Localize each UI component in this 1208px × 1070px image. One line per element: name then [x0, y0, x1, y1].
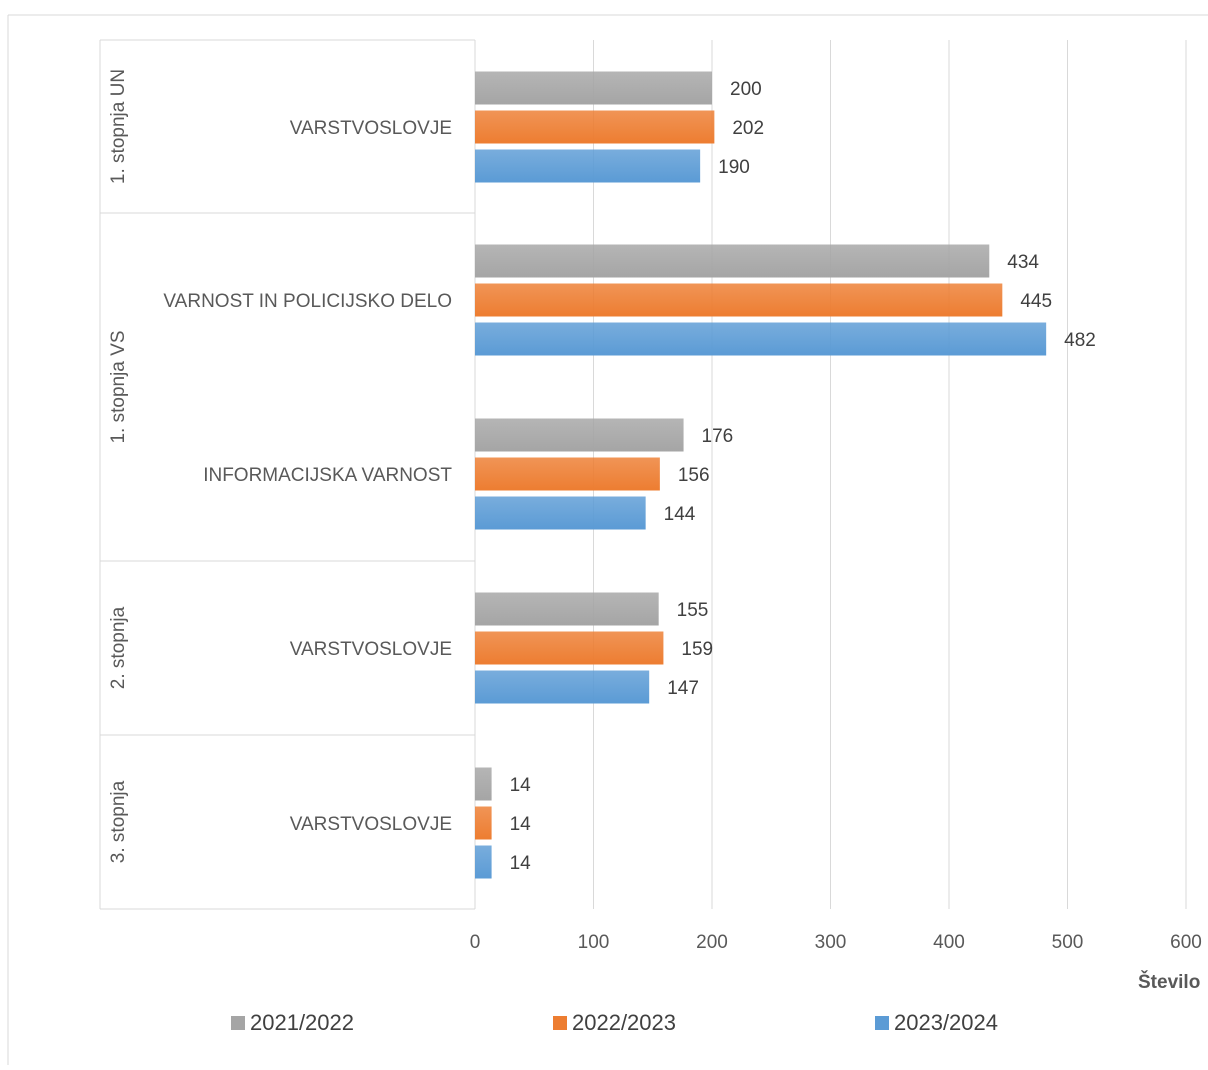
bar [475, 322, 1047, 356]
legend-item: 2022/2023 [553, 1010, 676, 1035]
category-label: VARNOST IN POLICIJSKO DELO [163, 291, 452, 312]
group-label: 2. stopnja [108, 606, 129, 689]
bar [475, 71, 712, 105]
legend-swatch [875, 1016, 889, 1030]
data-label: 14 [510, 853, 532, 874]
x-tick-label: 400 [933, 932, 965, 953]
data-label: 156 [678, 465, 710, 486]
x-tick-label: 600 [1170, 932, 1202, 953]
x-tick-label: 100 [578, 932, 610, 953]
data-label: 434 [1007, 252, 1039, 273]
bar [475, 110, 715, 144]
category-label: VARSTVOSLOVJE [290, 118, 452, 139]
category-label: VARSTVOSLOVJE [290, 639, 452, 660]
group-label: 1. stopnja VS [108, 330, 129, 443]
data-label: 155 [677, 600, 709, 621]
bar [475, 244, 990, 278]
data-label: 190 [718, 157, 750, 178]
x-tick-label: 300 [815, 932, 847, 953]
category-label: VARSTVOSLOVJE [290, 814, 452, 835]
legend-label: 2021/2022 [250, 1010, 354, 1035]
bar [475, 806, 492, 840]
data-label: 445 [1020, 291, 1052, 312]
data-label: 14 [510, 814, 532, 835]
data-label: 200 [730, 79, 762, 100]
bar [475, 670, 650, 704]
group-label: 3. stopnja [108, 780, 129, 863]
legend-label: 2022/2023 [572, 1010, 676, 1035]
bar [475, 457, 660, 491]
group-label: 1. stopnja UN [108, 69, 129, 184]
legend-item: 2023/2024 [875, 1010, 998, 1035]
bar [475, 592, 659, 626]
x-tick-label: 0 [470, 932, 481, 953]
legend-swatch [553, 1016, 567, 1030]
bar [475, 283, 1003, 317]
data-label: 482 [1064, 330, 1096, 351]
x-tick-label: 500 [1052, 932, 1084, 953]
x-axis-title: Število [1138, 971, 1200, 993]
data-label: 159 [681, 639, 713, 660]
bar [475, 149, 701, 183]
legend-swatch [231, 1016, 245, 1030]
data-label: 147 [667, 678, 699, 699]
bar [475, 418, 684, 452]
category-label: INFORMACIJSKA VARNOST [203, 465, 452, 486]
bar [475, 845, 492, 879]
data-label: 176 [702, 426, 734, 447]
bar [475, 631, 664, 665]
data-label: 14 [510, 775, 532, 796]
legend-label: 2023/2024 [894, 1010, 998, 1035]
bar [475, 767, 492, 801]
bar [475, 496, 646, 530]
legend-item: 2021/2022 [231, 1010, 354, 1035]
data-label: 144 [664, 504, 696, 525]
x-tick-label: 200 [696, 932, 728, 953]
data-label: 202 [732, 118, 764, 139]
